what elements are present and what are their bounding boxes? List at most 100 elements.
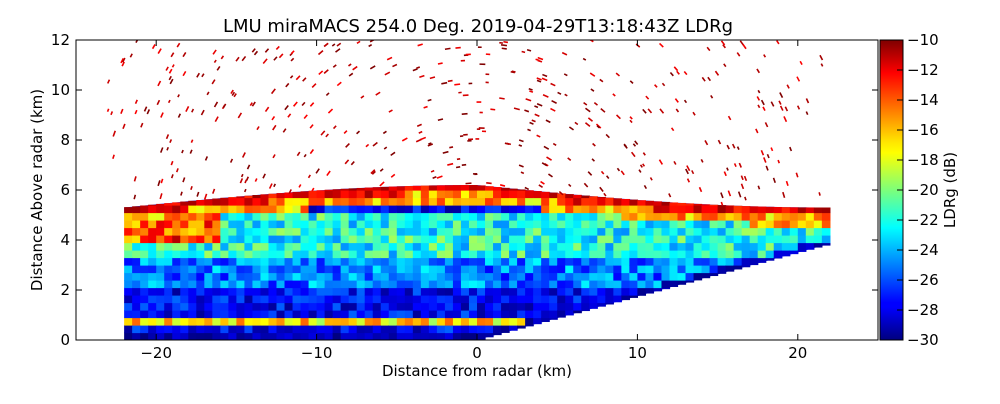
ldr-cell <box>365 310 374 318</box>
ldr-cell <box>661 280 670 288</box>
ldr-cell <box>244 235 253 243</box>
ldr-cell <box>252 198 261 206</box>
ldr-cell <box>485 258 494 266</box>
ldr-cell <box>453 258 462 266</box>
ldr-cell <box>220 213 229 221</box>
ldr-cell <box>196 243 205 251</box>
ldr-cell <box>549 258 558 266</box>
ldr-cell <box>621 213 630 221</box>
ldr-cell <box>188 228 197 236</box>
ldr-cell <box>188 235 197 243</box>
ldr-cell <box>405 228 414 236</box>
ldr-cell <box>557 280 566 288</box>
ldr-cell <box>277 318 286 326</box>
ldr-cell <box>156 258 165 266</box>
ldr-cell <box>341 250 350 258</box>
ldr-cell <box>132 318 141 326</box>
ldr-cell <box>557 310 566 318</box>
ldr-cell <box>453 190 462 198</box>
ldr-cell <box>124 235 133 243</box>
ldr-cell <box>172 280 181 288</box>
ldr-cell <box>661 250 670 258</box>
ldr-cell <box>156 333 165 341</box>
ldr-cell <box>774 243 783 251</box>
ldr-cell <box>268 273 277 281</box>
ldr-cell <box>132 243 141 251</box>
ldr-cell <box>204 220 213 228</box>
ldr-cell <box>429 190 438 198</box>
ldr-cell <box>669 273 678 281</box>
ldr-cell <box>445 213 454 221</box>
ldr-cell <box>774 250 783 258</box>
ldr-cell <box>365 213 374 221</box>
ldr-cell <box>228 258 237 266</box>
ldr-cell <box>509 220 518 228</box>
ldr-cell <box>493 190 502 198</box>
ldr-cell <box>653 213 662 221</box>
ldr-cell <box>188 213 197 221</box>
noise-speckle <box>167 147 168 150</box>
ldr-cell <box>758 228 767 236</box>
ldr-cell <box>333 333 342 341</box>
ldr-cell <box>437 295 446 303</box>
ldr-cell <box>549 213 558 221</box>
ldr-cell <box>357 273 366 281</box>
ldr-cell <box>429 318 438 326</box>
ldr-cell <box>365 198 374 206</box>
ldr-cell <box>782 220 791 228</box>
ldr-cell <box>589 273 598 281</box>
ldr-cell <box>228 325 237 333</box>
ldr-cell <box>637 273 646 281</box>
ldr-cell <box>333 189 342 190</box>
ldr-cell <box>429 213 438 221</box>
ldr-cell <box>180 205 189 213</box>
ldr-cell <box>196 228 205 236</box>
ldr-cell <box>365 250 374 258</box>
ldr-cell <box>565 243 574 251</box>
ldr-cell <box>405 220 414 228</box>
ldr-cell <box>285 280 294 288</box>
ldr-cell <box>581 288 590 296</box>
ldr-cell <box>317 198 326 206</box>
ldr-cell <box>293 303 302 311</box>
ldr-cell <box>212 303 221 311</box>
ldr-cell <box>637 228 646 236</box>
ldr-cell <box>485 205 494 213</box>
ldr-cell <box>597 273 606 281</box>
ldr-cell <box>285 228 294 236</box>
ldr-cell <box>581 303 590 311</box>
ldr-cell <box>188 250 197 258</box>
ldr-cell <box>156 204 165 206</box>
ldr-cell <box>285 325 294 333</box>
ldr-cell <box>252 243 261 251</box>
ldr-cell <box>541 220 550 228</box>
ldr-cell <box>461 213 470 221</box>
ldr-cell <box>156 220 165 228</box>
ldr-cell <box>357 325 366 333</box>
ldr-cell <box>349 280 358 288</box>
ldr-cell <box>180 202 189 206</box>
ldr-cell <box>212 273 221 281</box>
ldr-cell <box>581 243 590 251</box>
ldr-cell <box>694 220 703 228</box>
ldr-cell <box>172 258 181 266</box>
ldr-cell <box>285 213 294 221</box>
ldr-cell <box>661 265 670 273</box>
ldr-cell <box>212 243 221 251</box>
ldr-cell <box>597 243 606 251</box>
ldr-cell <box>196 325 205 333</box>
ldr-cell <box>742 258 751 266</box>
ldr-cell <box>533 213 542 221</box>
ldr-cell <box>124 295 133 303</box>
ldr-cell <box>493 258 502 266</box>
ldr-cell <box>341 333 350 341</box>
ldr-cell <box>565 273 574 281</box>
ldr-cell <box>533 235 542 243</box>
ldr-cell <box>613 258 622 266</box>
ldr-cell <box>589 265 598 273</box>
ldr-cell <box>252 273 261 281</box>
ldr-cell <box>429 325 438 333</box>
ldr-cell <box>485 243 494 251</box>
ldr-cell <box>293 228 302 236</box>
ldr-cell <box>309 265 318 273</box>
